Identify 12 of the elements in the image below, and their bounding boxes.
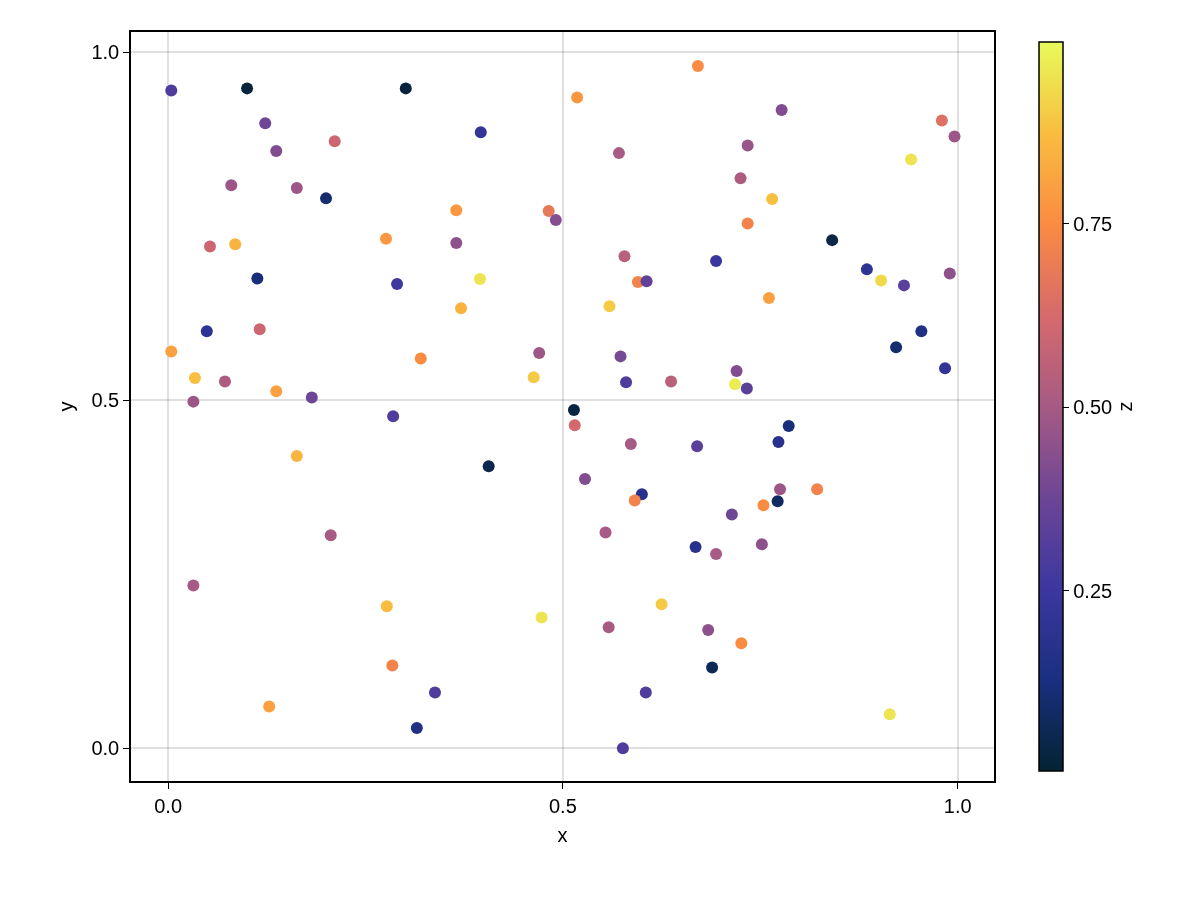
color-bar-label: 0.25 <box>1073 579 1113 602</box>
x-axis-title: x <box>557 823 568 846</box>
x-tick-label: 1.0 <box>943 794 972 817</box>
y-tick-label: 0.0 <box>91 737 120 760</box>
y-tick-label: 0.5 <box>91 389 120 412</box>
x-tick-label: 0.0 <box>154 794 183 817</box>
y-axis-title: y <box>55 401 78 412</box>
color-bar-title: z <box>1114 401 1137 412</box>
x-tick-label: 0.5 <box>548 794 577 817</box>
color-bar-label: 0.50 <box>1073 396 1113 419</box>
y-tick-label: 1.0 <box>91 41 120 64</box>
color-bar-label: 0.75 <box>1073 212 1113 235</box>
